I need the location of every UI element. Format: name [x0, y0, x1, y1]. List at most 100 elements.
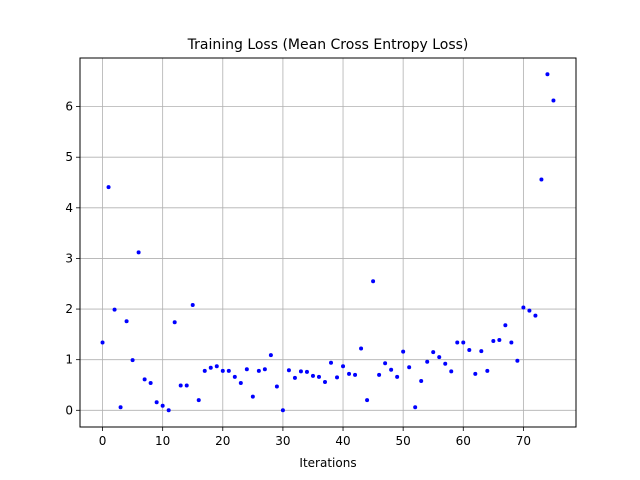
data-point — [274, 384, 279, 389]
data-point — [190, 303, 195, 308]
data-point — [130, 358, 135, 363]
y-tick-label: 3 — [65, 251, 73, 265]
data-point — [172, 320, 177, 325]
data-point — [521, 305, 526, 310]
data-point — [268, 353, 273, 358]
data-point — [365, 398, 370, 403]
chart-title: Training Loss (Mean Cross Entropy Loss) — [187, 37, 469, 53]
y-tick-label: 1 — [65, 353, 73, 367]
data-point — [250, 394, 255, 399]
y-axis-ticks: 0 1 2 3 4 5 6 — [65, 100, 80, 417]
data-point — [322, 379, 327, 384]
data-point — [220, 368, 225, 373]
data-point — [166, 408, 171, 413]
grid-lines — [80, 58, 576, 427]
data-point — [407, 365, 412, 370]
data-point — [515, 358, 520, 363]
data-point — [316, 374, 321, 379]
data-point — [371, 279, 376, 284]
x-axis-ticks: 0 10 20 30 40 50 60 70 — [99, 427, 531, 448]
x-tick-label: 60 — [456, 434, 471, 448]
data-point — [473, 371, 478, 376]
data-point — [353, 372, 358, 377]
data-point — [329, 360, 334, 365]
data-point — [244, 367, 249, 372]
data-point — [359, 346, 364, 351]
data-point — [136, 250, 141, 255]
data-point — [196, 398, 201, 403]
data-point — [298, 369, 303, 374]
data-point — [232, 374, 237, 379]
y-tick-label: 6 — [65, 100, 73, 114]
data-point — [262, 367, 267, 372]
data-point — [503, 323, 508, 328]
data-point — [347, 371, 352, 376]
data-point — [539, 177, 544, 182]
y-tick-label: 5 — [65, 150, 73, 164]
data-point — [238, 380, 243, 385]
data-point — [256, 368, 261, 373]
data-point — [280, 408, 285, 413]
plot-frame — [79, 57, 577, 428]
data-point — [214, 364, 219, 369]
data-point — [100, 340, 105, 345]
data-point — [551, 98, 556, 103]
data-point — [395, 374, 400, 379]
data-point — [106, 185, 111, 190]
data-point — [479, 349, 484, 354]
data-point — [383, 361, 388, 366]
data-point — [335, 375, 340, 380]
x-tick-label: 10 — [155, 434, 170, 448]
data-point — [124, 319, 129, 324]
data-point — [286, 368, 291, 373]
data-point — [118, 405, 123, 410]
data-point — [389, 367, 394, 372]
x-tick-label: 20 — [215, 434, 230, 448]
y-tick-label: 4 — [65, 201, 73, 215]
data-point — [208, 365, 213, 370]
data-point — [431, 350, 436, 355]
data-point — [154, 400, 159, 405]
data-point — [545, 72, 550, 77]
data-point — [443, 361, 448, 366]
data-point — [455, 340, 460, 345]
data-point — [461, 340, 466, 345]
x-tick-label: 50 — [396, 434, 411, 448]
data-point — [437, 355, 442, 360]
data-point — [509, 340, 514, 345]
data-point — [413, 405, 418, 410]
data-point — [497, 337, 502, 342]
data-point — [148, 380, 153, 385]
x-tick-label: 70 — [516, 434, 531, 448]
data-point — [226, 368, 231, 373]
data-point — [184, 383, 189, 388]
data-point — [160, 403, 165, 408]
y-tick-label: 0 — [65, 403, 73, 417]
plot-area — [80, 58, 576, 427]
data-point — [485, 368, 490, 373]
data-point — [449, 369, 454, 374]
x-tick-label: 40 — [335, 434, 350, 448]
data-point — [533, 313, 538, 318]
data-point — [467, 348, 472, 353]
x-tick-label: 0 — [99, 434, 107, 448]
y-tick-label: 2 — [65, 302, 73, 316]
data-point — [377, 372, 382, 377]
data-point — [527, 308, 532, 313]
data-point — [292, 375, 297, 380]
data-point — [202, 368, 207, 373]
x-tick-label: 30 — [275, 434, 290, 448]
data-points — [100, 72, 556, 413]
data-point — [401, 349, 406, 354]
data-point — [112, 307, 117, 312]
data-point — [425, 359, 430, 364]
x-axis-label: Iterations — [299, 456, 356, 470]
data-point — [491, 338, 496, 343]
data-point — [419, 378, 424, 383]
data-point — [178, 383, 183, 388]
data-point — [310, 373, 315, 378]
data-point — [304, 369, 309, 374]
data-point — [341, 364, 346, 369]
data-point — [142, 377, 147, 382]
